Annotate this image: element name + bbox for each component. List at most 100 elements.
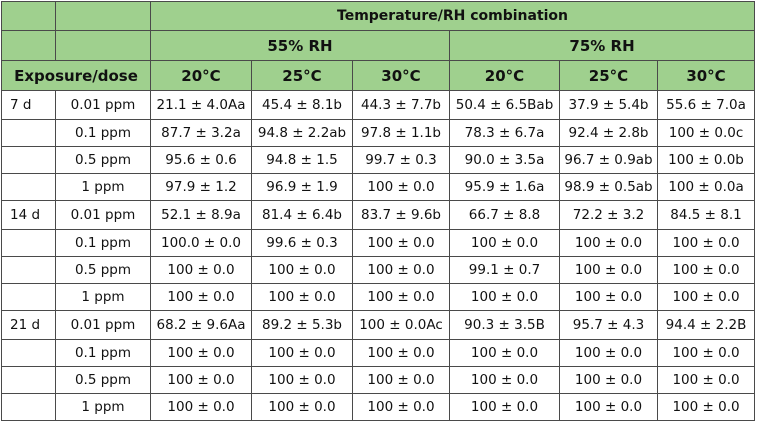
header-temp: 20°C — [150, 60, 252, 91]
value-cell: 100 ± 0.0 — [352, 339, 450, 367]
dose-cell: 0.5 ppm — [55, 146, 151, 174]
header-blank-cell — [55, 30, 151, 61]
exposure-cell — [1, 393, 56, 421]
header-temp: 30°C — [352, 60, 450, 91]
dose-cell: 0.01 ppm — [55, 200, 151, 230]
table-body: 7 d 0.01 ppm 21.1 ± 4.0Aa 45.4 ± 8.1b 44.3 ±… — [1, 90, 756, 421]
exposure-cell — [1, 119, 56, 147]
value-cell: 100 ± 0.0 — [656, 256, 756, 284]
value-cell: 98.9 ± 0.5ab — [559, 173, 658, 201]
dose-cell: 0.01 ppm — [55, 310, 151, 340]
header-temp: 30°C — [656, 60, 756, 91]
table-row: 0.1 ppm 87.7 ± 3.2a 94.8 ± 2.2ab 97.8 ± 1.1… — [1, 119, 756, 147]
dose-cell: 0.1 ppm — [55, 229, 151, 257]
value-cell: 55.6 ± 7.0a — [656, 90, 756, 120]
value-cell: 100 ± 0.0 — [352, 366, 450, 394]
value-cell: 95.6 ± 0.6 — [150, 146, 252, 174]
value-cell: 100 ± 0.0 — [559, 339, 658, 367]
value-cell: 99.1 ± 0.7 — [449, 256, 560, 284]
value-cell: 100 ± 0.0 — [150, 283, 252, 311]
table-row: 7 d 0.01 ppm 21.1 ± 4.0Aa 45.4 ± 8.1b 44.3 ±… — [1, 90, 756, 120]
value-cell: 99.6 ± 0.3 — [251, 229, 353, 257]
value-cell: 100 ± 0.0 — [352, 173, 450, 201]
value-cell: 100 ± 0.0 — [656, 339, 756, 367]
value-cell: 44.3 ± 7.7b — [352, 90, 450, 120]
value-cell: 100 ± 0.0 — [449, 283, 560, 311]
value-cell: 100 ± 0.0 — [656, 393, 756, 421]
value-cell: 100 ± 0.0Ac — [352, 310, 450, 340]
value-cell: 100 ± 0.0 — [656, 229, 756, 257]
value-cell: 94.8 ± 1.5 — [251, 146, 353, 174]
value-cell: 100 ± 0.0 — [352, 393, 450, 421]
value-cell: 97.9 ± 1.2 — [150, 173, 252, 201]
exposure-cell: 21 d — [1, 310, 56, 340]
value-cell: 45.4 ± 8.1b — [251, 90, 353, 120]
value-cell: 72.2 ± 3.2 — [559, 200, 658, 230]
header-group-title: Temperature/RH combination — [149, 1, 756, 31]
table-row: 0.1 ppm 100 ± 0.0 100 ± 0.0 100 ± 0.0 100 ± … — [1, 339, 756, 367]
dose-cell: 0.01 ppm — [55, 90, 151, 120]
results-table: Temperature/RH combination 55% RH 75% RH… — [1, 1, 756, 421]
header-temp: 25°C — [251, 60, 353, 91]
value-cell: 100 ± 0.0 — [656, 366, 756, 394]
exposure-cell — [1, 229, 56, 257]
table-row: 1 ppm 100 ± 0.0 100 ± 0.0 100 ± 0.0 100 ± 0.… — [1, 393, 756, 421]
exposure-cell — [1, 366, 56, 394]
dose-cell: 1 ppm — [55, 283, 151, 311]
exposure-cell — [1, 283, 56, 311]
value-cell: 100 ± 0.0 — [251, 393, 353, 421]
value-cell: 90.0 ± 3.5a — [449, 146, 560, 174]
value-cell: 100 ± 0.0c — [656, 119, 756, 147]
value-cell: 100 ± 0.0 — [449, 229, 560, 257]
value-cell: 100.0 ± 0.0 — [150, 229, 252, 257]
value-cell: 100 ± 0.0 — [251, 283, 353, 311]
value-cell: 81.4 ± 6.4b — [251, 200, 353, 230]
table-row: 1 ppm 100 ± 0.0 100 ± 0.0 100 ± 0.0 100 ± 0.… — [1, 283, 756, 311]
header-blank-cell — [1, 1, 56, 31]
value-cell: 100 ± 0.0 — [559, 393, 658, 421]
value-cell: 100 ± 0.0 — [150, 256, 252, 284]
exposure-cell — [1, 173, 56, 201]
value-cell: 100 ± 0.0 — [251, 256, 353, 284]
value-cell: 84.5 ± 8.1 — [656, 200, 756, 230]
value-cell: 78.3 ± 6.7a — [449, 119, 560, 147]
table-row: 0.5 ppm 95.6 ± 0.6 94.8 ± 1.5 99.7 ± 0.3 90.… — [1, 146, 756, 174]
dose-cell: 1 ppm — [55, 173, 151, 201]
dose-cell: 0.5 ppm — [55, 256, 151, 284]
value-cell: 83.7 ± 9.6b — [352, 200, 450, 230]
value-cell: 95.9 ± 1.6a — [449, 173, 560, 201]
value-cell: 21.1 ± 4.0Aa — [150, 90, 252, 120]
value-cell: 68.2 ± 9.6Aa — [150, 310, 252, 340]
table-row: 14 d 0.01 ppm 52.1 ± 8.9a 81.4 ± 6.4b 83.7 ±… — [1, 200, 756, 230]
exposure-cell: 7 d — [1, 90, 56, 120]
value-cell: 37.9 ± 5.4b — [559, 90, 658, 120]
value-cell: 100 ± 0.0 — [150, 393, 252, 421]
value-cell: 94.8 ± 2.2ab — [251, 119, 353, 147]
table-row: 21 d 0.01 ppm 68.2 ± 9.6Aa 89.2 ± 5.3b 100 ±… — [1, 310, 756, 340]
value-cell: 100 ± 0.0 — [449, 366, 560, 394]
exposure-cell: 14 d — [1, 200, 56, 230]
value-cell: 52.1 ± 8.9a — [150, 200, 252, 230]
dose-cell: 0.1 ppm — [55, 339, 151, 367]
value-cell: 89.2 ± 5.3b — [251, 310, 353, 340]
value-cell: 100 ± 0.0 — [449, 339, 560, 367]
value-cell: 100 ± 0.0 — [352, 256, 450, 284]
table-row: 1 ppm 97.9 ± 1.2 96.9 ± 1.9 100 ± 0.0 95.9 ±… — [1, 173, 756, 201]
value-cell: 99.7 ± 0.3 — [352, 146, 450, 174]
exposure-cell — [1, 339, 56, 367]
header-temp: 20°C — [449, 60, 560, 91]
value-cell: 96.7 ± 0.9ab — [559, 146, 658, 174]
value-cell: 100 ± 0.0 — [449, 393, 560, 421]
header-temp: 25°C — [559, 60, 658, 91]
value-cell: 87.7 ± 3.2a — [150, 119, 252, 147]
value-cell: 97.8 ± 1.1b — [352, 119, 450, 147]
value-cell: 100 ± 0.0 — [150, 339, 252, 367]
value-cell: 94.4 ± 2.2B — [656, 310, 756, 340]
header-row-group: Temperature/RH combination — [1, 1, 756, 31]
value-cell: 96.9 ± 1.9 — [251, 173, 353, 201]
header-exposure-dose: Exposure/dose — [1, 60, 151, 91]
table-row: 0.5 ppm 100 ± 0.0 100 ± 0.0 100 ± 0.0 100 ± … — [1, 366, 756, 394]
value-cell: 100 ± 0.0 — [352, 229, 450, 257]
header-row-temp: Exposure/dose 20°C 25°C 30°C 20°C 25°C 3… — [1, 60, 756, 91]
dose-cell: 0.1 ppm — [55, 119, 151, 147]
